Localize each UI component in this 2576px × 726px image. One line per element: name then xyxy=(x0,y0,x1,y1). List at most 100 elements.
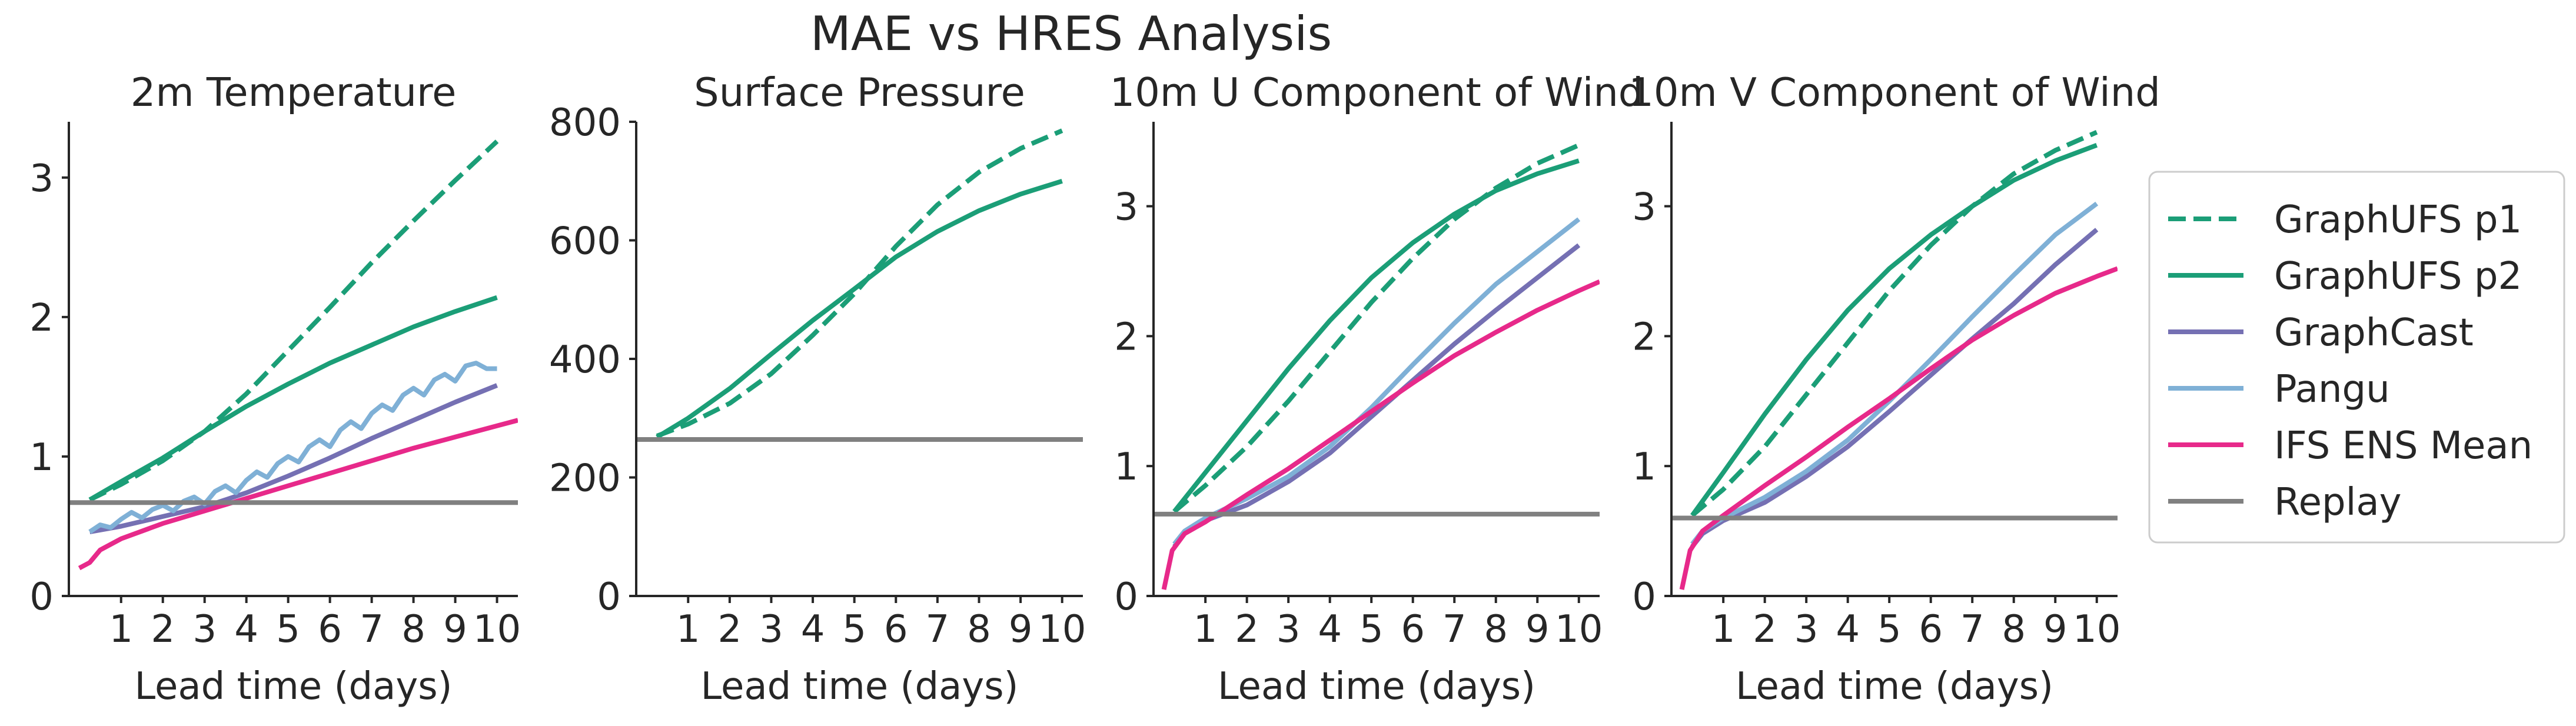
legend-label: Replay xyxy=(2274,481,2401,524)
series-line-graphcast xyxy=(89,383,498,534)
series-line-graphufs-p2 xyxy=(88,295,498,502)
x-axis-label: Lead time (days) xyxy=(134,665,452,708)
legend-frame xyxy=(2148,171,2565,544)
legend-entry-graphufs-p2: GraphUFS p2 xyxy=(2168,255,2522,298)
panel-title-10m-v-component-of-wind: 10m V Component of Wind xyxy=(1628,69,2160,115)
x-tick-label: 2 xyxy=(1235,608,1259,651)
series-line-graphufs-p2 xyxy=(1172,158,1580,513)
series-line-pangu xyxy=(88,361,497,534)
series-line-ifs-ens-mean xyxy=(78,418,518,571)
x-tick-label: 3 xyxy=(1277,608,1301,651)
series-line-graphufs-p2 xyxy=(656,178,1063,439)
x-tick-label: 1 xyxy=(109,608,133,651)
x-tick-label: 8 xyxy=(2002,608,2026,651)
y-tick-label: 200 xyxy=(549,457,621,501)
series-line-graphufs-p1 xyxy=(656,128,1063,438)
x-tick-label: 10 xyxy=(2073,608,2120,651)
y-tick-label: 800 xyxy=(549,101,621,145)
x-tick-label: 6 xyxy=(1919,608,1943,651)
x-tick-label: 9 xyxy=(1009,608,1033,651)
x-tick-label: 2 xyxy=(1753,608,1777,651)
x-axis-label: Lead time (days) xyxy=(1218,665,1535,708)
x-tick-label: 5 xyxy=(1877,608,1902,651)
y-tick-label: 0 xyxy=(597,575,621,619)
series-line-graphufs-p1 xyxy=(88,139,499,502)
x-tick-label: 9 xyxy=(1525,608,1550,651)
series-line-ifs-ens-mean xyxy=(1679,266,2118,590)
panel-title-surface-pressure: Surface Pressure xyxy=(694,69,1025,115)
x-axis-label: Lead time (days) xyxy=(700,665,1018,708)
x-tick-label: 4 xyxy=(1836,608,1860,651)
y-tick-label: 1 xyxy=(29,436,54,479)
x-tick-label: 3 xyxy=(759,608,783,651)
series-line-graphufs-p2 xyxy=(1690,142,2098,517)
x-tick-label: 1 xyxy=(676,608,700,651)
series-group-10m-u-component-of-wind xyxy=(1154,143,1600,590)
legend-entry-graphufs-p1: GraphUFS p1 xyxy=(2168,198,2522,242)
legend-label: IFS ENS Mean xyxy=(2274,424,2532,468)
legend-label: GraphUFS p1 xyxy=(2274,198,2522,242)
legend-label: Pangu xyxy=(2274,368,2390,411)
panel-title-2m-temperature: 2m Temperature xyxy=(131,69,457,115)
y-tick-label: 0 xyxy=(29,575,54,619)
x-tick-label: 1 xyxy=(1711,608,1736,651)
y-tick-label: 3 xyxy=(1632,186,1656,229)
series-line-graphufs-p1 xyxy=(1172,143,1580,514)
y-tick-label: 2 xyxy=(1114,315,1138,359)
y-tick-label: 3 xyxy=(1114,186,1138,229)
x-tick-label: 8 xyxy=(401,608,426,651)
series-group-10m-v-component-of-wind xyxy=(1671,130,2118,590)
x-tick-label: 3 xyxy=(192,608,217,651)
legend-label: GraphUFS p2 xyxy=(2274,255,2522,298)
legend-entry-pangu: Pangu xyxy=(2168,368,2390,411)
series-line-graphcast xyxy=(1690,228,2099,548)
x-tick-label: 7 xyxy=(1442,608,1467,651)
x-tick-label: 5 xyxy=(276,608,300,651)
y-tick-label: 3 xyxy=(29,157,54,201)
x-tick-label: 9 xyxy=(443,608,467,651)
x-tick-label: 2 xyxy=(718,608,742,651)
y-tick-label: 2 xyxy=(29,297,54,340)
y-tick-label: 0 xyxy=(1114,575,1138,619)
legend: GraphUFS p1 GraphUFS p2 GraphCast Pangu IFS … xyxy=(2148,171,2565,544)
x-tick-label: 10 xyxy=(473,608,521,651)
x-tick-label: 2 xyxy=(151,608,175,651)
x-tick-label: 5 xyxy=(1360,608,1384,651)
x-tick-label: 9 xyxy=(2043,608,2068,651)
x-tick-label: 1 xyxy=(1194,608,1218,651)
legend-entry-ifs-ens-mean: IFS ENS Mean xyxy=(2168,424,2532,468)
y-tick-label: 400 xyxy=(549,338,621,382)
series-group-2m-temperature xyxy=(69,139,518,571)
x-tick-label: 4 xyxy=(801,608,825,651)
series-group-surface-pressure xyxy=(636,128,1083,442)
x-tick-label: 7 xyxy=(926,608,950,651)
x-axis-label: Lead time (days) xyxy=(1736,665,2053,708)
y-tick-label: 0 xyxy=(1632,575,1656,619)
panel-title-10m-u-component-of-wind: 10m U Component of Wind xyxy=(1110,69,1644,115)
x-tick-label: 3 xyxy=(1794,608,1819,651)
x-tick-label: 4 xyxy=(1318,608,1342,651)
x-tick-label: 10 xyxy=(1555,608,1603,651)
x-tick-label: 10 xyxy=(1038,608,1086,651)
x-tick-label: 4 xyxy=(234,608,258,651)
series-line-pangu xyxy=(1172,217,1581,546)
x-tick-label: 6 xyxy=(884,608,908,651)
x-tick-label: 6 xyxy=(318,608,342,651)
figure-title: MAE vs HRES Analysis xyxy=(810,6,1332,61)
y-tick-label: 1 xyxy=(1632,445,1656,489)
x-tick-label: 7 xyxy=(1960,608,1985,651)
legend-entry-graphcast: GraphCast xyxy=(2168,311,2474,355)
x-tick-label: 5 xyxy=(842,608,866,651)
legend-label: GraphCast xyxy=(2274,311,2474,355)
x-tick-label: 7 xyxy=(360,608,384,651)
x-tick-label: 8 xyxy=(1484,608,1508,651)
y-tick-label: 2 xyxy=(1632,315,1656,359)
x-tick-label: 8 xyxy=(967,608,991,651)
series-line-graphufs-p1 xyxy=(1690,130,2098,518)
panel-surface-pressure: Surface Pressure 1 2 3 4 5 6 7 8 9 10 0 200 400 600 800… xyxy=(549,69,1086,708)
legend-entry-replay: Replay xyxy=(2168,481,2401,524)
